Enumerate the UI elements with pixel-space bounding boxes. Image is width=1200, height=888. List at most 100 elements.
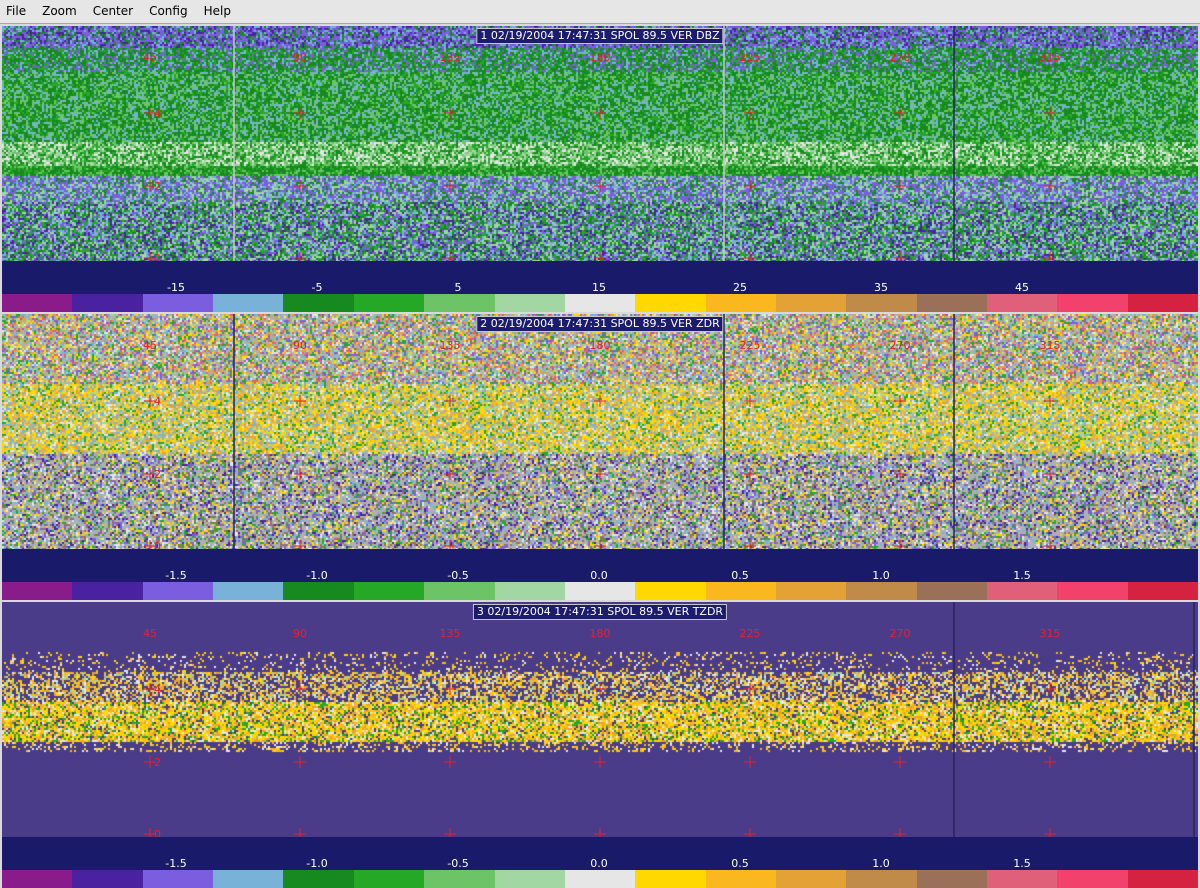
- azimuth-label: 180: [590, 51, 611, 64]
- grid-crosshair: [1044, 828, 1056, 837]
- height-label: 0: [154, 540, 161, 549]
- colorbar-label: 1.5: [1013, 857, 1031, 870]
- menu-zoom[interactable]: Zoom: [42, 4, 77, 18]
- grid-crosshair: [744, 468, 756, 480]
- grid-crosshair: [894, 683, 906, 695]
- colorbar-swatch: [987, 870, 1058, 888]
- grid-crosshair: [744, 683, 756, 695]
- grid-crosshair: [594, 756, 606, 768]
- grid-crosshair: [294, 683, 306, 695]
- colorbar-swatch: [775, 582, 847, 600]
- azimuth-label: 135: [440, 339, 461, 352]
- colorbar-swatch: [705, 582, 776, 600]
- plot-title: 2 02/19/2004 17:47:31 SPOL 89.5 VER ZDR: [476, 316, 724, 332]
- grid-crosshair: [594, 252, 606, 261]
- grid-crosshair: [444, 468, 456, 480]
- grid-crosshair: [444, 756, 456, 768]
- colorbar-swatch: [1127, 294, 1199, 312]
- grid-crosshair: [1044, 540, 1056, 549]
- colorbar-label: -15: [167, 281, 185, 294]
- colorbar-swatch: [775, 870, 847, 888]
- menu-config[interactable]: Config: [149, 4, 188, 18]
- grid-crosshair: [1044, 180, 1056, 192]
- colorbar-labels: -1.5 -1.0 -0.5 0.0 0.5 1.0 1.5: [2, 549, 1198, 582]
- colorbar-swatch: [987, 582, 1058, 600]
- azimuth-label: 90: [293, 51, 307, 64]
- grid-crosshair: [444, 828, 456, 837]
- menu-center[interactable]: Center: [92, 4, 134, 18]
- azimuth-label: 45: [143, 627, 157, 640]
- radar-plot-zdr[interactable]: 45 90 135 180 225 270 315 4 2 0 2 02/19/2004 17:4…: [2, 314, 1198, 549]
- grid-crosshair: [444, 683, 456, 695]
- colorbar-swatch: [1057, 870, 1128, 888]
- plot-overlay: 45 90 135 180 225 270 315 4 2 0: [143, 314, 1061, 549]
- height-label: 4: [154, 107, 161, 120]
- grid-crosshair: [294, 756, 306, 768]
- grid-crosshair: [744, 395, 756, 407]
- radar-image[interactable]: [2, 602, 1198, 837]
- plot-title: 1 02/19/2004 17:47:31 SPOL 89.5 VER DBZ: [476, 28, 724, 44]
- grid-crosshair: [294, 468, 306, 480]
- colorbar-swatch: [987, 294, 1058, 312]
- radar-image[interactable]: [2, 26, 1198, 261]
- colorbar-label: 0.5: [731, 857, 749, 870]
- height-label: 4: [154, 683, 161, 696]
- azimuth-label: 225: [740, 339, 761, 352]
- grid-crosshair: [444, 540, 456, 549]
- azimuth-label: 135: [440, 627, 461, 640]
- colorbar-swatch: [142, 294, 214, 312]
- colorbar-swatch: [846, 870, 917, 888]
- radar-plot-tzdr[interactable]: 45 90 135 180 225 270 315 4 2 0 3 02/19/2004 17:4…: [2, 602, 1198, 837]
- colorbar-swatch: [1127, 870, 1199, 888]
- colorbar-swatch: [846, 294, 917, 312]
- colorbar-swatch: [916, 870, 988, 888]
- azimuth-label: 90: [293, 627, 307, 640]
- height-label: 2: [154, 468, 161, 481]
- grid-crosshair: [744, 756, 756, 768]
- radar-panel-tzdr: 45 90 135 180 225 270 315 4 2 0 3 02/19/2004 17:4…: [2, 602, 1199, 888]
- colorbar-label: -0.5: [447, 857, 469, 870]
- colorbar-swatch: [2, 294, 73, 312]
- radar-plot-dbz[interactable]: 45 90 135 180 225 270 315 4 2 0 1 02/19/2004 17:4…: [2, 26, 1198, 261]
- grid-crosshair: [144, 756, 156, 768]
- grid-crosshair: [594, 107, 606, 119]
- colorbar-labels: -1.5 -1.0 -0.5 0.0 0.5 1.0 1.5: [2, 837, 1198, 870]
- grid-crosshair: [744, 107, 756, 119]
- colorbar-label: -1.0: [306, 569, 328, 582]
- colorbar-swatch: [916, 582, 988, 600]
- azimuth-label: 315: [1040, 339, 1061, 352]
- colorbar-swatch: [705, 294, 776, 312]
- colorbar-swatch: [283, 582, 354, 600]
- plot-title: 3 02/19/2004 17:47:31 SPOL 89.5 VER TZDR: [472, 604, 728, 620]
- height-label: 0: [154, 828, 161, 837]
- grid-crosshair: [894, 395, 906, 407]
- colorbar-swatch: [564, 870, 636, 888]
- colorbar-swatch: [353, 294, 425, 312]
- colorbar-swatch: [494, 294, 565, 312]
- grid-crosshair: [1044, 468, 1056, 480]
- radar-image[interactable]: [2, 314, 1198, 549]
- colorbar-swatch: [72, 870, 143, 888]
- colorbar-swatch: [72, 294, 143, 312]
- radar-panel-dbz: 45 90 135 180 225 270 315 4 2 0 1 02/19/2004 17:4…: [2, 26, 1199, 312]
- azimuth-label: 225: [740, 627, 761, 640]
- colorbar-swatch: [283, 294, 354, 312]
- colorbar-swatch: [213, 582, 284, 600]
- grid-crosshair: [294, 252, 306, 261]
- colorbar-swatch: [142, 870, 214, 888]
- colorbar-label: 1.0: [872, 569, 890, 582]
- menu-help[interactable]: Help: [203, 4, 231, 18]
- colorbar-swatch: [635, 582, 706, 600]
- menu-file[interactable]: File: [6, 4, 27, 18]
- grid-crosshair: [444, 107, 456, 119]
- grid-crosshair: [144, 683, 156, 695]
- colorbar-swatch: [213, 294, 284, 312]
- colorbar-swatch: [846, 582, 917, 600]
- grid-crosshair: [594, 540, 606, 549]
- grid-crosshair: [444, 395, 456, 407]
- colorbar-swatch: [353, 870, 425, 888]
- grid-crosshair: [294, 540, 306, 549]
- colorbar-label: -1.5: [165, 569, 187, 582]
- grid-crosshair: [294, 828, 306, 837]
- colorbar: [2, 582, 1199, 600]
